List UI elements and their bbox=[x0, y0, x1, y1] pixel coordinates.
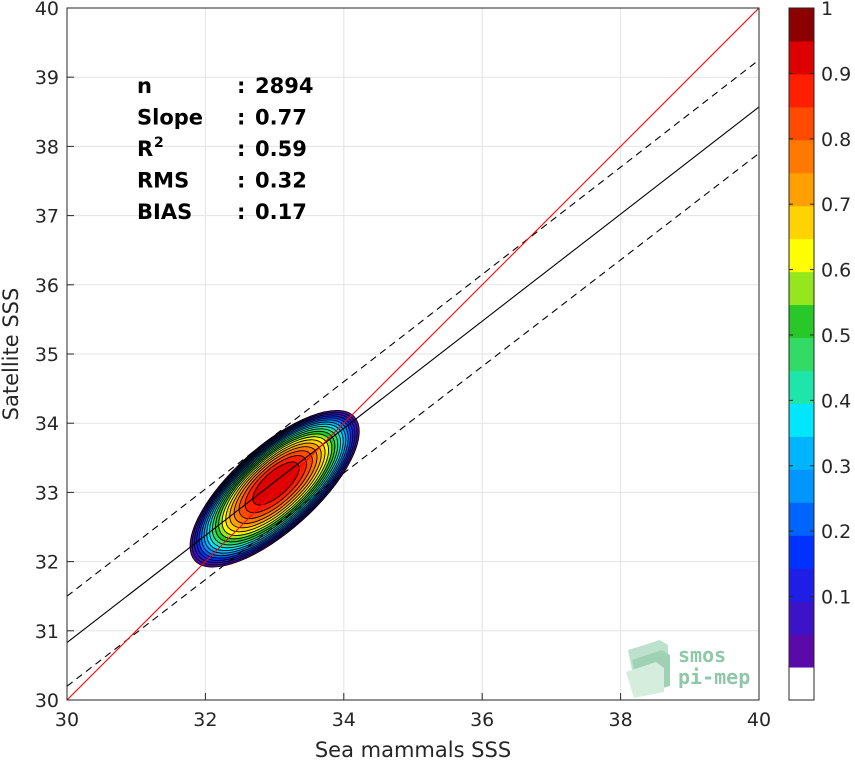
stat-value: 0.59 bbox=[255, 137, 307, 161]
x-tick-label: 40 bbox=[747, 709, 771, 731]
colorbar-tick-label: 0.7 bbox=[821, 194, 851, 216]
stat-separator: : bbox=[237, 169, 245, 193]
colorbar-tick-label: 1 bbox=[821, 0, 833, 20]
stats-box: n: 2894 Slope: 0.77 R 2: 0.59 RMS: 0.32 BIAS:… bbox=[137, 74, 313, 224]
colorbar-segment bbox=[789, 535, 814, 569]
colorbar-segment bbox=[789, 667, 814, 701]
y-tick-label: 39 bbox=[35, 67, 59, 89]
stat-value: 0.32 bbox=[255, 169, 307, 193]
stat-value: 2894 bbox=[255, 74, 313, 98]
y-tick-label: 32 bbox=[35, 552, 59, 574]
wave-logo-icon bbox=[626, 640, 670, 698]
reference-lines bbox=[67, 8, 759, 700]
colorbar: 0.1 0.2 0.3 0.4 0.5 0.6 0.7 0.8 0.9 1 bbox=[788, 0, 851, 701]
y-tick-label: 33 bbox=[35, 482, 59, 504]
y-tick-label: 37 bbox=[35, 206, 59, 228]
colorbar-tick-label: 0.2 bbox=[821, 521, 851, 543]
x-tick-label: 30 bbox=[55, 709, 79, 731]
y-tick-label: 35 bbox=[35, 344, 59, 366]
colorbar-segment bbox=[789, 634, 814, 668]
colorbar-segment bbox=[789, 238, 814, 273]
x-axis-title: Sea mammals SSS bbox=[315, 738, 511, 762]
stat-label: BIAS bbox=[137, 200, 192, 224]
colorbar-segment bbox=[789, 337, 814, 371]
stat-label: RMS bbox=[137, 169, 189, 193]
y-tick-label: 34 bbox=[35, 413, 59, 435]
logo-line2: pi-mep bbox=[678, 665, 750, 689]
y-axis-title: Satellite SSS bbox=[0, 288, 23, 421]
y-tick-label: 31 bbox=[35, 621, 59, 643]
colorbar-tick-label: 0.4 bbox=[821, 390, 851, 412]
colorbar-frame bbox=[788, 7, 815, 701]
stat-separator: : bbox=[237, 200, 245, 224]
colorbar-segment bbox=[789, 436, 814, 470]
colorbar-segment bbox=[789, 73, 814, 108]
smos-pi-mep-logo: smos pi-mep bbox=[626, 640, 750, 698]
colorbar-tick-label: 0.8 bbox=[821, 129, 851, 151]
colorbar-tick-label: 0.5 bbox=[821, 325, 851, 347]
identity-line bbox=[67, 8, 759, 700]
stat-value: 0.77 bbox=[255, 106, 307, 130]
colorbar-segment bbox=[789, 568, 814, 602]
logo-line1: smos bbox=[678, 643, 726, 667]
colorbar-segment bbox=[789, 172, 814, 207]
colorbar-tick-label: 0.1 bbox=[821, 587, 851, 609]
y-tick-label: 38 bbox=[35, 136, 59, 158]
y-tick-label: 40 bbox=[35, 0, 59, 20]
colorbar-segment bbox=[789, 40, 814, 75]
colorbar-segment bbox=[789, 502, 814, 536]
stat-separator: : bbox=[237, 106, 245, 130]
x-tick-label: 38 bbox=[609, 709, 633, 731]
colorbar-segment bbox=[789, 205, 814, 240]
stat-label: Slope bbox=[137, 106, 203, 130]
colorbar-segment bbox=[789, 139, 814, 174]
stat-separator: : bbox=[237, 74, 245, 98]
colorbar-tick-label: 0.3 bbox=[821, 456, 851, 478]
stat-label: n bbox=[137, 74, 152, 98]
colorbar-tick-label: 0.6 bbox=[821, 260, 851, 282]
stat-label: R bbox=[137, 137, 153, 161]
grid bbox=[66, 7, 760, 701]
fit-line bbox=[67, 106, 759, 643]
stat-separator: : bbox=[237, 137, 245, 161]
colorbar-segment bbox=[789, 601, 814, 635]
colorbar-tick-label: 0.9 bbox=[821, 63, 851, 85]
x-tick-label: 32 bbox=[193, 709, 217, 731]
y-tick-label: 30 bbox=[35, 690, 59, 712]
stat-label-superscript: 2 bbox=[154, 135, 164, 151]
colorbar-segment bbox=[789, 8, 814, 42]
x-tick-label: 34 bbox=[332, 709, 356, 731]
colorbar-segment bbox=[789, 403, 814, 437]
y-tick-label: 36 bbox=[35, 275, 59, 297]
stat-value: 0.17 bbox=[255, 200, 307, 224]
colorbar-segment bbox=[789, 469, 814, 503]
x-tick-label: 36 bbox=[470, 709, 494, 731]
fit-upper-line bbox=[67, 59, 759, 597]
colorbar-segment bbox=[789, 106, 814, 141]
colorbar-segment bbox=[789, 271, 814, 306]
fit-lower-line bbox=[67, 152, 759, 687]
colorbar-segment bbox=[789, 304, 814, 339]
axis-ticks: 30 32 34 36 38 40 30 31 32 33 34 35 36 37 38 39 40 bbox=[35, 0, 771, 731]
colorbar-segment bbox=[789, 370, 814, 404]
